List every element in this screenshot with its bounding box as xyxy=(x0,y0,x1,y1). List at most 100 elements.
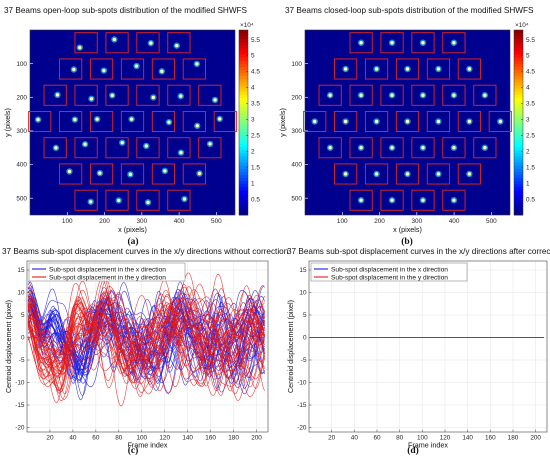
colorbar-segment xyxy=(514,54,523,59)
sub-spot xyxy=(55,93,60,97)
panel-caption: (a) xyxy=(127,236,138,247)
panel-caption: (d) xyxy=(407,445,419,456)
sub-aperture-box xyxy=(105,32,129,54)
panel-a: 37 Beams open-loop sub-spots distributio… xyxy=(3,6,260,247)
colorbar-segment xyxy=(514,73,523,77)
legend-label: Sub-spot displacement in the y direction xyxy=(49,274,166,281)
x-tick-label: 60 xyxy=(92,435,100,442)
sub-aperture-box xyxy=(411,137,435,159)
y-axis-label: y (pixels) xyxy=(278,108,287,137)
sub-spot xyxy=(467,67,472,71)
sub-aperture-box xyxy=(167,189,191,211)
x-axis-label: x (pixels) xyxy=(118,225,147,234)
colorbar-tick-label: 1.5 xyxy=(251,164,260,171)
sub-aperture-box xyxy=(167,84,191,106)
colorbar-tick-label: 4 xyxy=(251,85,255,92)
colorbar-segment xyxy=(514,131,523,136)
colorbar-segment xyxy=(239,131,248,136)
sub-aperture-box xyxy=(473,137,497,159)
y-tick-label: 0 xyxy=(21,335,25,342)
x-tick-label: 100 xyxy=(417,435,428,442)
sub-spot xyxy=(390,198,394,202)
colorbar-segment xyxy=(514,60,523,65)
sub-aperture-box xyxy=(105,84,129,106)
x-tick-label: 20 xyxy=(328,435,336,442)
colorbar-tick-label: 5 xyxy=(251,53,255,60)
x-tick-label: 200 xyxy=(99,218,110,225)
panel-caption: (c) xyxy=(128,445,139,456)
sub-aperture-box xyxy=(442,189,466,211)
sub-aperture-box xyxy=(120,163,145,185)
sub-spot xyxy=(208,142,212,146)
colorbar-segment xyxy=(514,91,523,96)
colorbar-segment xyxy=(514,88,523,93)
colorbar-tick-label: 5 xyxy=(526,53,530,60)
colorbar-segment xyxy=(514,187,523,191)
sub-aperture-box xyxy=(380,84,404,106)
x-tick-label: 300 xyxy=(411,218,422,225)
x-tick-label: 500 xyxy=(211,218,222,225)
sub-aperture-box xyxy=(74,189,98,211)
sub-aperture-box xyxy=(334,58,358,80)
sub-spot xyxy=(452,146,456,150)
colorbar-exponent: ×10⁴ xyxy=(515,22,529,29)
x-tick-label: 160 xyxy=(485,435,496,442)
colorbar-tick-label: 3 xyxy=(526,117,530,124)
sub-aperture-box xyxy=(457,58,481,80)
colorbar-segment xyxy=(239,104,248,108)
colorbar-segment xyxy=(514,39,523,43)
colorbar-segment xyxy=(514,79,523,83)
colorbar-exponent: ×10⁴ xyxy=(240,22,254,29)
colorbar-tick-label: 3 xyxy=(251,117,255,124)
x-tick-label: 200 xyxy=(530,435,541,442)
sub-spot xyxy=(110,93,114,98)
sub-spot xyxy=(67,169,72,174)
y-tick-label: 300 xyxy=(16,128,27,135)
sub-spot xyxy=(73,117,77,122)
colorbar-tick-label: 2 xyxy=(251,148,255,155)
sub-spot xyxy=(359,146,363,150)
x-tick-label: 200 xyxy=(374,218,385,225)
sub-aperture-box xyxy=(395,110,420,132)
series-line-y xyxy=(27,281,265,388)
sub-aperture-box xyxy=(380,32,404,54)
sub-aperture-box xyxy=(426,58,451,80)
colorbar-segment xyxy=(514,70,523,74)
y-tick-label: 100 xyxy=(291,61,302,68)
sub-spot xyxy=(102,68,106,73)
x-tick-label: 500 xyxy=(486,218,497,225)
x-tick-label: 400 xyxy=(449,218,460,225)
series-group xyxy=(27,272,265,407)
y-axis-label: Centroid displacement (pixel) xyxy=(286,300,295,393)
sub-spot xyxy=(328,93,332,97)
colorbar-segment xyxy=(514,33,523,37)
colorbar-segment xyxy=(514,196,523,200)
colorbar-segment xyxy=(239,208,248,213)
sub-spot xyxy=(72,67,76,72)
sub-aperture-box xyxy=(89,163,114,185)
sub-spot xyxy=(98,171,102,175)
plot-area xyxy=(309,261,547,432)
sub-aperture-box xyxy=(380,137,404,159)
sub-spot xyxy=(312,119,317,124)
x-tick-label: 160 xyxy=(205,435,216,442)
y-tick-label: 400 xyxy=(291,162,302,169)
colorbar-segment xyxy=(514,162,523,167)
colorbar-tick-label: 5.5 xyxy=(526,37,535,44)
sub-spot xyxy=(498,119,503,124)
sub-spot xyxy=(359,41,363,45)
sub-aperture-box xyxy=(411,32,435,54)
colorbar-segment xyxy=(239,187,248,191)
y-axis-label: y (pixels) xyxy=(3,108,12,137)
colorbar-segment xyxy=(514,202,523,207)
sub-spot xyxy=(452,93,456,97)
colorbar-segment xyxy=(239,147,248,151)
y-tick-label: 200 xyxy=(16,94,27,101)
colorbar-tick-label: 2.5 xyxy=(251,132,260,139)
sub-aperture-box xyxy=(457,163,481,185)
sub-aperture-box xyxy=(426,110,451,132)
sub-aperture-box xyxy=(74,137,98,159)
x-axis-label: x (pixels) xyxy=(393,225,422,234)
x-tick-label: 80 xyxy=(396,435,404,442)
